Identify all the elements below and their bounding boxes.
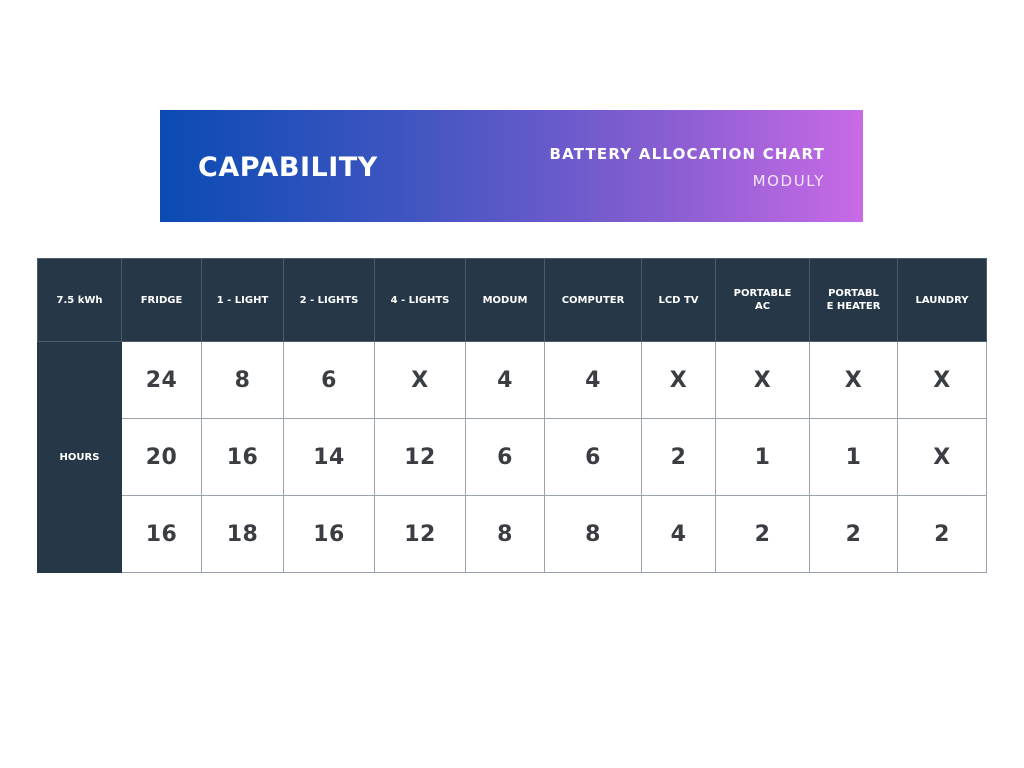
column-header-portable-heater: PORTABL E HEATER <box>809 258 898 342</box>
column-header-computer: COMPUTER <box>544 258 642 342</box>
table-cell: 2 <box>641 418 716 496</box>
table-cell: X <box>809 341 898 419</box>
column-header-modum: MODUM <box>465 258 545 342</box>
table-cell: 12 <box>374 418 466 496</box>
table-row: HOURS 24 8 6 X 4 4 X X X X <box>37 341 987 573</box>
allocation-table: 7.5 kWh FRIDGE 1 - LIGHT 2 - LIGHTS 4 - … <box>37 258 987 573</box>
column-header-lcd-tv: LCD TV <box>641 258 716 342</box>
table-cell: 6 <box>283 341 375 419</box>
table-cell: 16 <box>283 495 375 573</box>
column-header-portable-ac: PORTABLE AC <box>715 258 810 342</box>
table-cell: 2 <box>897 495 987 573</box>
table-cell: X <box>897 418 987 496</box>
table-cell: 16 <box>121 495 202 573</box>
banner-title: CAPABILITY <box>198 152 378 183</box>
column-header-2-lights: 2 - LIGHTS <box>283 258 375 342</box>
table-cell: X <box>641 341 716 419</box>
header-row: 7.5 kWh FRIDGE 1 - LIGHT 2 - LIGHTS 4 - … <box>37 258 987 342</box>
table-cell: X <box>897 341 987 419</box>
title-banner: CAPABILITY BATTERY ALLOCATION CHART MODU… <box>160 110 863 222</box>
table-cell: 20 <box>121 418 202 496</box>
table-cell: X <box>374 341 466 419</box>
table-cell: 1 <box>809 418 898 496</box>
table-cell: 8 <box>544 495 642 573</box>
table-cell: 12 <box>374 495 466 573</box>
table-cell: 18 <box>201 495 284 573</box>
table-cell: 4 <box>641 495 716 573</box>
column-header-fridge: FRIDGE <box>121 258 202 342</box>
banner-brand: MODULY <box>752 172 825 190</box>
table-cell: 2 <box>809 495 898 573</box>
table-row: 20 16 14 12 6 6 2 1 1 X <box>38 418 987 496</box>
column-header-4-lights: 4 - LIGHTS <box>374 258 466 342</box>
table-cell: 1 <box>715 418 810 496</box>
table-cell: 6 <box>544 418 642 496</box>
table-cell: 24 <box>121 341 202 419</box>
table-cell: 16 <box>201 418 284 496</box>
table-row: 16 18 16 12 8 8 4 2 2 2 <box>38 495 987 573</box>
table-cell: 6 <box>465 418 545 496</box>
table-cell: 4 <box>544 341 642 419</box>
banner-subtitle: BATTERY ALLOCATION CHART <box>549 145 825 163</box>
column-header-1-light: 1 - LIGHT <box>201 258 284 342</box>
table-cell: 8 <box>201 341 284 419</box>
table-cell: 14 <box>283 418 375 496</box>
row-header-hours: HOURS <box>37 341 122 573</box>
corner-header: 7.5 kWh <box>37 258 122 342</box>
table-cell: X <box>715 341 810 419</box>
table-cell: 8 <box>465 495 545 573</box>
column-header-laundry: LAUNDRY <box>897 258 987 342</box>
table-cell: 4 <box>465 341 545 419</box>
table-cell: 2 <box>715 495 810 573</box>
